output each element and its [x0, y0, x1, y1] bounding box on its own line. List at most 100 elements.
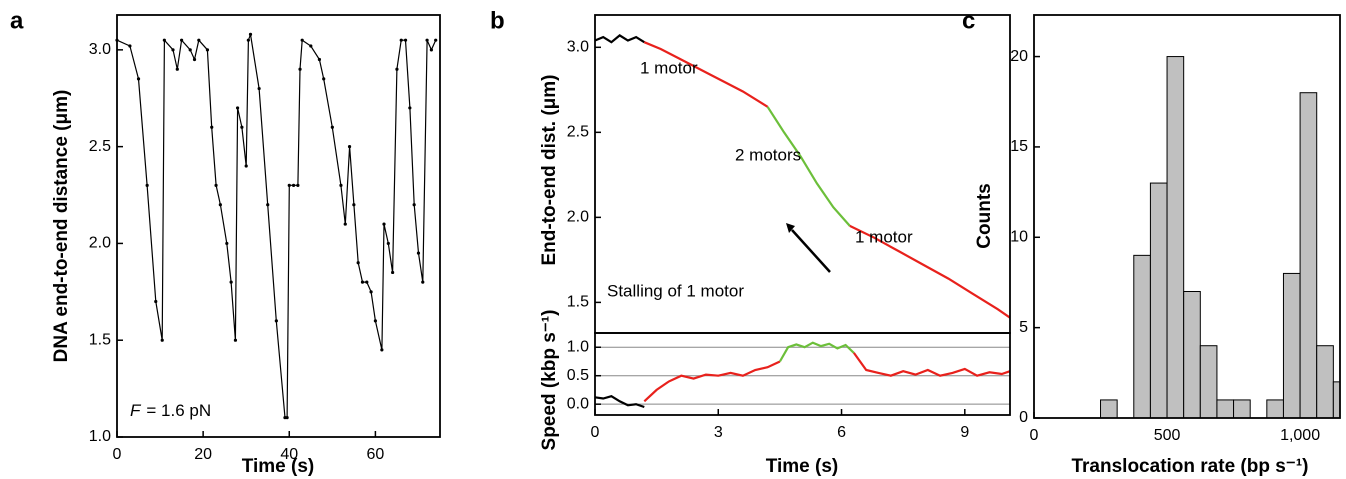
plot-frame [594, 332, 1011, 416]
panel-label: b [490, 7, 505, 34]
bar [1166, 56, 1185, 419]
data-point [369, 290, 373, 294]
panel-1: 1.5 2.0 2.5 3.0 b End-to-end dist. (μm) 1 moto… [490, 7, 1011, 334]
data-point [205, 48, 210, 52]
x-tick-label: 9 [960, 424, 969, 441]
bar [1216, 399, 1235, 419]
y-axis-title: Counts [974, 183, 995, 248]
data-point [391, 270, 395, 275]
annotation-symbol: F [130, 401, 142, 420]
data-point [309, 44, 313, 48]
bar [1266, 399, 1284, 419]
data-point [214, 183, 218, 187]
annotation: F = 1.6 pN [130, 401, 211, 420]
data-point [421, 280, 425, 284]
data-point [408, 106, 412, 110]
data-point [434, 38, 438, 42]
data-point [300, 38, 304, 42]
data-point [175, 67, 179, 71]
data-point [218, 203, 222, 207]
data-point [188, 48, 192, 52]
data-point [416, 251, 421, 255]
data-point [128, 44, 132, 48]
data-point [317, 57, 322, 62]
data-point [296, 183, 300, 187]
data-point [360, 280, 365, 284]
data-point [248, 32, 253, 36]
panel-3: 0 5 10 15 20 0 500 1,000 c Counts Translocation ra… [962, 7, 1341, 477]
data-point [171, 48, 175, 52]
y-tick-label: 20 [1010, 48, 1028, 65]
arrow-head [786, 223, 795, 233]
data-point [429, 48, 433, 52]
y-tick-label: 1.5 [89, 331, 111, 348]
data-point [322, 77, 326, 81]
data-point [403, 38, 408, 42]
data-point [160, 338, 164, 342]
data-point [395, 67, 399, 71]
data-point [412, 203, 416, 207]
y-tick-label: 1.5 [567, 294, 589, 311]
y-tick-label: 0.5 [567, 367, 589, 384]
data-point [330, 125, 334, 129]
data-point [246, 38, 250, 42]
y-tick-label: 3.0 [567, 39, 589, 56]
x-tick-label: 0 [591, 424, 600, 441]
data-point [180, 38, 184, 42]
bar [1332, 381, 1341, 419]
data-point [235, 106, 240, 110]
x-axis-title: Translocation rate (bp s⁻¹) [1071, 456, 1308, 477]
data-point [365, 280, 369, 284]
y-tick-label: 2.0 [567, 209, 589, 226]
data-point [425, 38, 429, 42]
data-line [594, 34, 645, 44]
data-point [266, 203, 270, 207]
data-line [594, 395, 645, 409]
annotation-text: = 1.6 pN [146, 401, 211, 420]
data-point [145, 183, 149, 187]
x-tick-label: 40 [280, 446, 298, 463]
y-tick-label: 10 [1010, 229, 1028, 246]
panel-label: a [10, 7, 24, 34]
y-axis-title: DNA end-to-end distance (μm) [51, 90, 72, 363]
annotation: 1 motor [640, 58, 698, 77]
data-line [116, 34, 437, 419]
bar [1199, 345, 1218, 419]
data-point [233, 338, 238, 342]
data-point [352, 203, 356, 207]
x-tick-label: 0 [113, 446, 122, 463]
data-point [373, 319, 377, 323]
y-tick-label: 0.0 [567, 395, 589, 412]
plot-frame [1033, 14, 1341, 419]
panel-label: c [962, 7, 975, 34]
data-point [386, 241, 390, 246]
y-tick-label: 2.5 [89, 138, 111, 155]
x-tick-label: 0 [1030, 427, 1039, 444]
annotation: Stalling of 1 motor [607, 281, 744, 300]
data-point [244, 164, 248, 168]
x-axis-title: Time (s) [242, 456, 315, 477]
data-point [298, 67, 302, 71]
data-point [240, 125, 244, 129]
data-point [154, 299, 158, 304]
data-point [399, 38, 403, 42]
x-tick-label: 1,000 [1280, 427, 1320, 444]
y-tick-label: 15 [1010, 138, 1028, 155]
y-tick-label: 3.0 [89, 41, 111, 58]
data-point [382, 222, 386, 226]
bar [1100, 399, 1118, 419]
y-tick-label: 2.0 [89, 235, 111, 252]
data-point [291, 183, 296, 187]
x-tick-label: 6 [837, 424, 846, 441]
arrow [791, 229, 831, 273]
bar [1233, 399, 1251, 419]
data-point [274, 319, 278, 323]
data-point [347, 145, 352, 149]
bar [1149, 182, 1168, 419]
x-tick-label: 60 [367, 446, 385, 463]
data-line [643, 360, 781, 403]
y-axis-title: Speed (kbp s⁻¹) [539, 310, 560, 451]
y-tick-label: 1.0 [89, 428, 111, 445]
annotation: 1 motor [855, 227, 913, 246]
